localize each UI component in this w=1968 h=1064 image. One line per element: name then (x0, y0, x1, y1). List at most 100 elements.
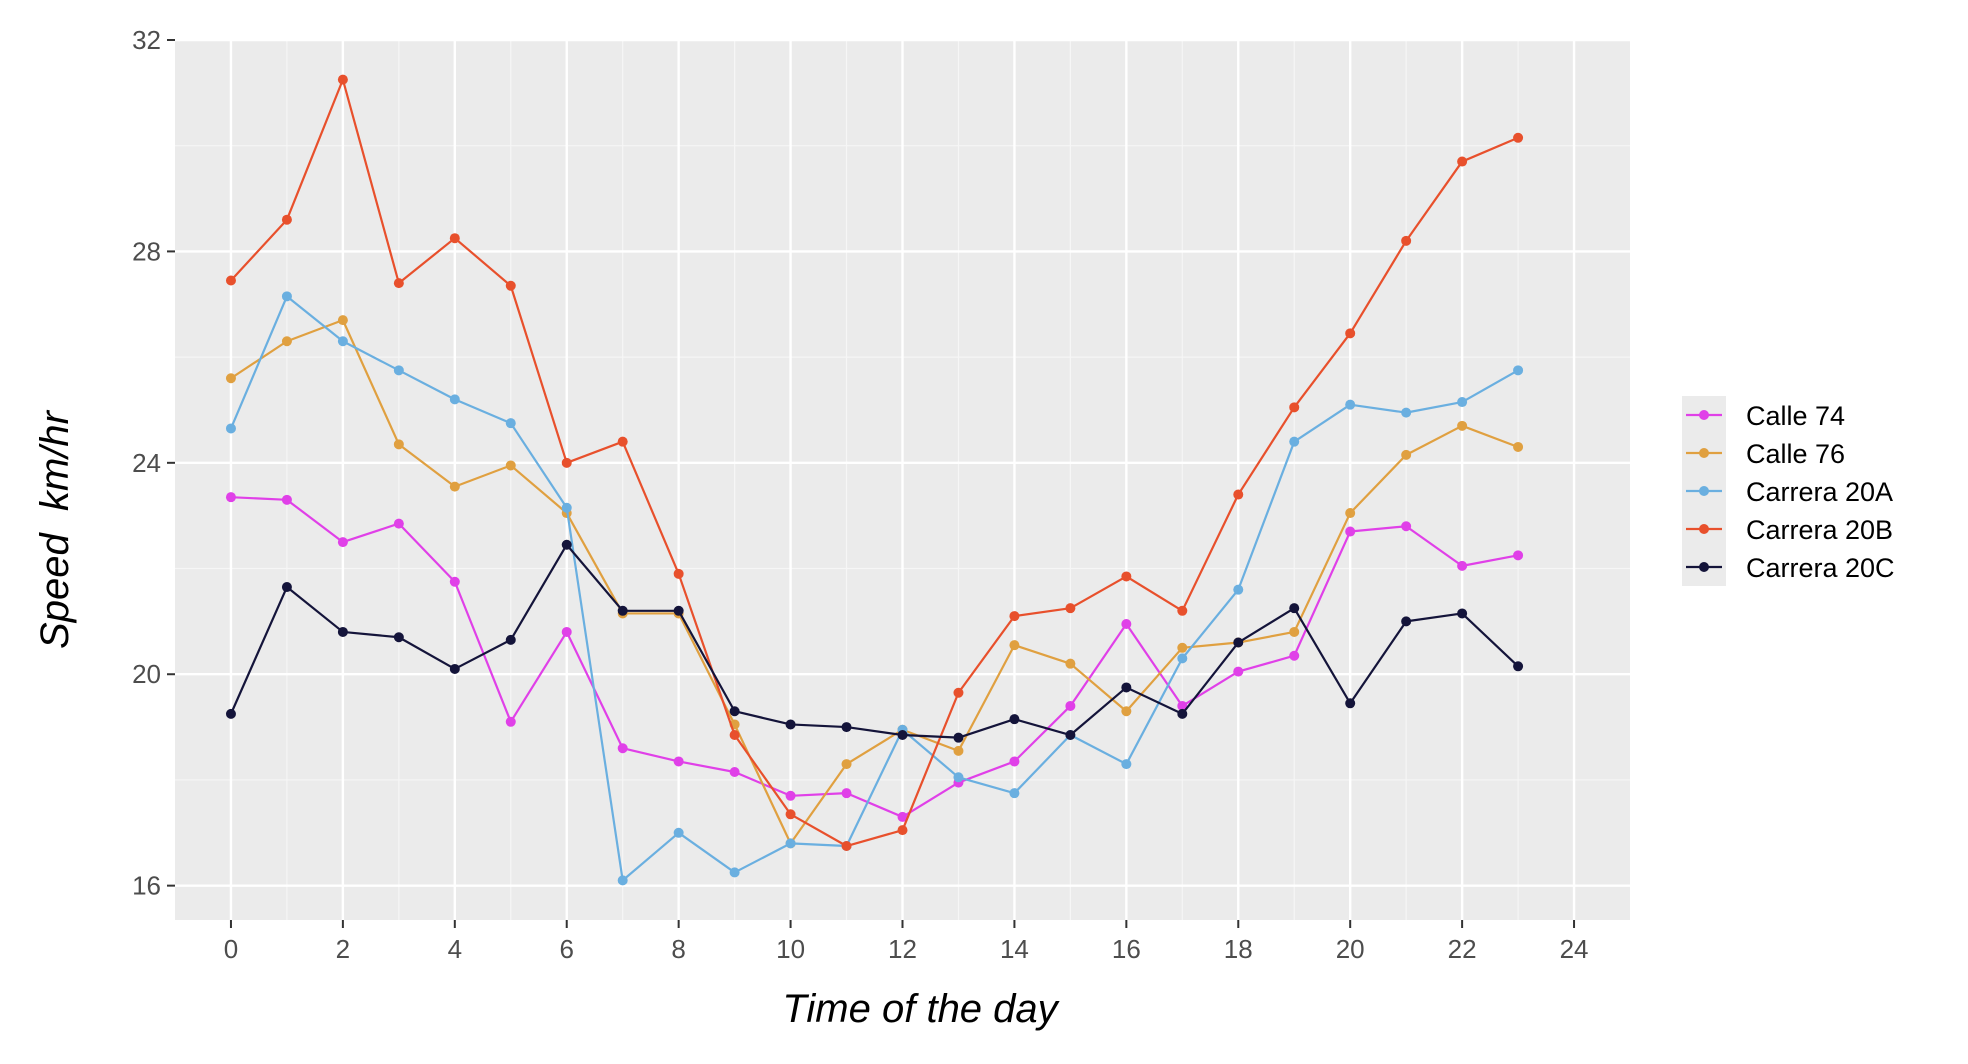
x-tick-label: 18 (1224, 934, 1253, 964)
data-point (1345, 328, 1356, 339)
data-point (225, 275, 236, 286)
data-point (1401, 235, 1412, 246)
data-point (1457, 156, 1468, 167)
data-point (561, 626, 572, 637)
data-point (617, 875, 628, 886)
series-line (230, 496, 1519, 819)
data-point (449, 481, 460, 492)
data-point (1065, 700, 1076, 711)
data-point (1457, 560, 1468, 571)
axis-ticks (167, 39, 1576, 928)
data-point (561, 457, 572, 468)
x-axis-title: Time of the day (782, 987, 1060, 1031)
data-point (1233, 584, 1244, 595)
x-tick-label: 24 (1560, 934, 1589, 964)
data-point (1233, 637, 1244, 648)
data-point (841, 759, 852, 770)
data-point (561, 502, 572, 513)
data-point (1289, 603, 1300, 614)
data-point (1401, 407, 1412, 418)
legend-label: Carrera 20A (1746, 477, 1893, 507)
data-point (1513, 661, 1524, 672)
legend-item: Carrera 20B (1686, 515, 1893, 545)
data-point (841, 788, 852, 799)
data-point (785, 809, 796, 820)
data-point (393, 632, 404, 643)
data-point (1121, 571, 1132, 582)
data-point (337, 626, 348, 637)
x-tick-label: 2 (336, 934, 350, 964)
data-point (1457, 397, 1468, 408)
data-point (1513, 550, 1524, 561)
legend-key-point (1699, 562, 1709, 572)
data-point (1345, 526, 1356, 537)
data-point (1401, 521, 1412, 532)
data-point (1177, 708, 1188, 719)
data-point (785, 838, 796, 849)
data-point (1009, 611, 1020, 622)
series-line (230, 78, 1519, 848)
data-point (841, 722, 852, 733)
data-point (1065, 658, 1076, 669)
data-point (1401, 616, 1412, 627)
data-point (449, 576, 460, 587)
data-point (1289, 402, 1300, 413)
data-point (1009, 756, 1020, 767)
data-point (1289, 626, 1300, 637)
data-point (1009, 714, 1020, 725)
legend-item: Carrera 20A (1686, 477, 1893, 507)
data-point (1345, 508, 1356, 519)
data-point (449, 394, 460, 405)
data-point (225, 708, 236, 719)
legend-key-point (1699, 486, 1709, 496)
data-point (281, 336, 292, 347)
legend-label: Calle 76 (1746, 439, 1845, 469)
data-point (337, 74, 348, 85)
data-point (1121, 759, 1132, 770)
data-point (1009, 640, 1020, 651)
series-carrera-20a (225, 291, 1524, 886)
data-point (897, 811, 908, 822)
legend-label: Carrera 20C (1746, 553, 1895, 583)
data-point (393, 365, 404, 376)
data-point (729, 767, 740, 778)
data-point (505, 280, 516, 291)
legend-item: Carrera 20C (1686, 553, 1895, 583)
data-point (1233, 489, 1244, 500)
data-point (505, 460, 516, 471)
data-point (673, 827, 684, 838)
x-tick-label: 6 (559, 934, 573, 964)
y-axis-title: Speed km/hr (33, 409, 77, 649)
data-point (393, 518, 404, 529)
data-point (1121, 619, 1132, 630)
data-point (1401, 449, 1412, 460)
data-point (1177, 642, 1188, 653)
data-point (505, 634, 516, 645)
data-point (729, 730, 740, 741)
data-point (841, 841, 852, 852)
data-point (617, 605, 628, 616)
data-point (281, 291, 292, 302)
data-point (337, 336, 348, 347)
data-point (617, 743, 628, 754)
data-point (281, 494, 292, 505)
data-point (953, 687, 964, 698)
data-point (561, 539, 572, 550)
x-tick-label: 8 (671, 934, 685, 964)
data-point (1121, 682, 1132, 693)
data-point (505, 418, 516, 429)
data-point (1121, 706, 1132, 717)
data-point (281, 214, 292, 225)
data-point (729, 867, 740, 878)
data-point (1345, 698, 1356, 709)
x-tick-label: 20 (1336, 934, 1365, 964)
data-point (673, 568, 684, 579)
x-tick-label: 16 (1112, 934, 1141, 964)
legend-item: Calle 76 (1686, 439, 1845, 469)
data-point (449, 663, 460, 674)
data-point (1457, 608, 1468, 619)
series-line (229, 543, 1519, 739)
y-tick-label: 32 (132, 25, 161, 55)
